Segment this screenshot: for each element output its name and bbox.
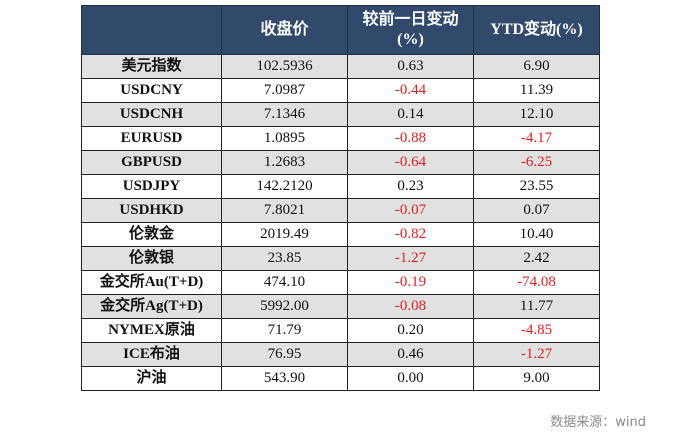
- day-change-cell: -1.27: [347, 246, 474, 271]
- table-row: 金交所Au(T+D) 474.10 -0.19 -74.08: [81, 270, 600, 295]
- instrument-name-cell: 沪油: [81, 366, 222, 391]
- day-change-cell: 0.46: [347, 342, 474, 367]
- instrument-name-cell: 伦敦金: [81, 222, 222, 247]
- close-price-cell: 543.90: [221, 366, 348, 391]
- instrument-name-cell: USDCNH: [81, 102, 222, 127]
- close-price-cell: 23.85: [221, 246, 348, 271]
- ytd-change-cell: 6.90: [473, 54, 600, 79]
- instrument-name-cell: GBPUSD: [81, 150, 222, 175]
- market-quote-table: 收盘价 较前一日变动(%) YTD变动(%) 美元指数 102.5936 0.63 6…: [81, 5, 600, 391]
- close-price-cell: 102.5936: [221, 54, 348, 79]
- table-row: 美元指数 102.5936 0.63 6.90: [81, 54, 600, 79]
- close-price-cell: 5992.00: [221, 294, 348, 319]
- day-change-cell: 0.20: [347, 318, 474, 343]
- ytd-change-cell: 0.07: [473, 198, 600, 223]
- table-row: 沪油 543.90 0.00 9.00: [81, 366, 600, 391]
- table-row: 伦敦金 2019.49 -0.82 10.40: [81, 222, 600, 247]
- close-price-cell: 7.8021: [221, 198, 348, 223]
- table-row: USDCNY 7.0987 -0.44 11.39: [81, 78, 600, 103]
- day-change-cell: 0.23: [347, 174, 474, 199]
- day-change-cell: 0.00: [347, 366, 474, 391]
- ytd-change-cell: -4.85: [473, 318, 600, 343]
- ytd-change-cell: -1.27: [473, 342, 600, 367]
- table-row: 伦敦银 23.85 -1.27 2.42: [81, 246, 600, 271]
- close-price-cell: 76.95: [221, 342, 348, 367]
- close-price-cell: 7.1346: [221, 102, 348, 127]
- close-price-cell: 71.79: [221, 318, 348, 343]
- close-price-cell: 2019.49: [221, 222, 348, 247]
- ytd-change-cell: 10.40: [473, 222, 600, 247]
- header-ytd-change: YTD变动(%): [473, 5, 600, 55]
- table-body: 美元指数 102.5936 0.63 6.90 USDCNY 7.0987 -0.44 11.…: [81, 54, 600, 391]
- instrument-name-cell: 金交所Au(T+D): [81, 270, 222, 295]
- instrument-name-cell: EURUSD: [81, 126, 222, 151]
- ytd-change-cell: 2.42: [473, 246, 600, 271]
- table-row: ICE布油 76.95 0.46 -1.27: [81, 342, 600, 367]
- day-change-cell: -0.88: [347, 126, 474, 151]
- ytd-change-cell: 9.00: [473, 366, 600, 391]
- ytd-change-cell: 12.10: [473, 102, 600, 127]
- ytd-change-cell: -4.17: [473, 126, 600, 151]
- close-price-cell: 7.0987: [221, 78, 348, 103]
- table-header-row: 收盘价 较前一日变动(%) YTD变动(%): [81, 5, 600, 55]
- ytd-change-cell: 23.55: [473, 174, 600, 199]
- close-price-cell: 474.10: [221, 270, 348, 295]
- day-change-cell: -0.44: [347, 78, 474, 103]
- table-row: EURUSD 1.0895 -0.88 -4.17: [81, 126, 600, 151]
- header-day-change: 较前一日变动(%): [347, 5, 474, 55]
- instrument-name-cell: USDHKD: [81, 198, 222, 223]
- data-source-note: 数据来源：wind: [550, 415, 646, 430]
- ytd-change-cell: -6.25: [473, 150, 600, 175]
- instrument-name-cell: 美元指数: [81, 54, 222, 79]
- header-close: 收盘价: [221, 5, 348, 55]
- ytd-change-cell: -74.08: [473, 270, 600, 295]
- table-row: USDCNH 7.1346 0.14 12.10: [81, 102, 600, 127]
- day-change-cell: 0.63: [347, 54, 474, 79]
- day-change-cell: -0.19: [347, 270, 474, 295]
- instrument-name-cell: USDJPY: [81, 174, 222, 199]
- instrument-name-cell: 伦敦银: [81, 246, 222, 271]
- ytd-change-cell: 11.39: [473, 78, 600, 103]
- header-name: [81, 5, 222, 55]
- day-change-cell: -0.07: [347, 198, 474, 223]
- day-change-cell: -0.08: [347, 294, 474, 319]
- table-row: GBPUSD 1.2683 -0.64 -6.25: [81, 150, 600, 175]
- instrument-name-cell: NYMEX原油: [81, 318, 222, 343]
- close-price-cell: 1.2683: [221, 150, 348, 175]
- day-change-cell: -0.64: [347, 150, 474, 175]
- table-row: 金交所Ag(T+D) 5992.00 -0.08 11.77: [81, 294, 600, 319]
- table-row: NYMEX原油 71.79 0.20 -4.85: [81, 318, 600, 343]
- instrument-name-cell: 金交所Ag(T+D): [81, 294, 222, 319]
- ytd-change-cell: 11.77: [473, 294, 600, 319]
- instrument-name-cell: USDCNY: [81, 78, 222, 103]
- close-price-cell: 142.2120: [221, 174, 348, 199]
- table-row: USDJPY 142.2120 0.23 23.55: [81, 174, 600, 199]
- day-change-cell: 0.14: [347, 102, 474, 127]
- table-row: USDHKD 7.8021 -0.07 0.07: [81, 198, 600, 223]
- instrument-name-cell: ICE布油: [81, 342, 222, 367]
- close-price-cell: 1.0895: [221, 126, 348, 151]
- day-change-cell: -0.82: [347, 222, 474, 247]
